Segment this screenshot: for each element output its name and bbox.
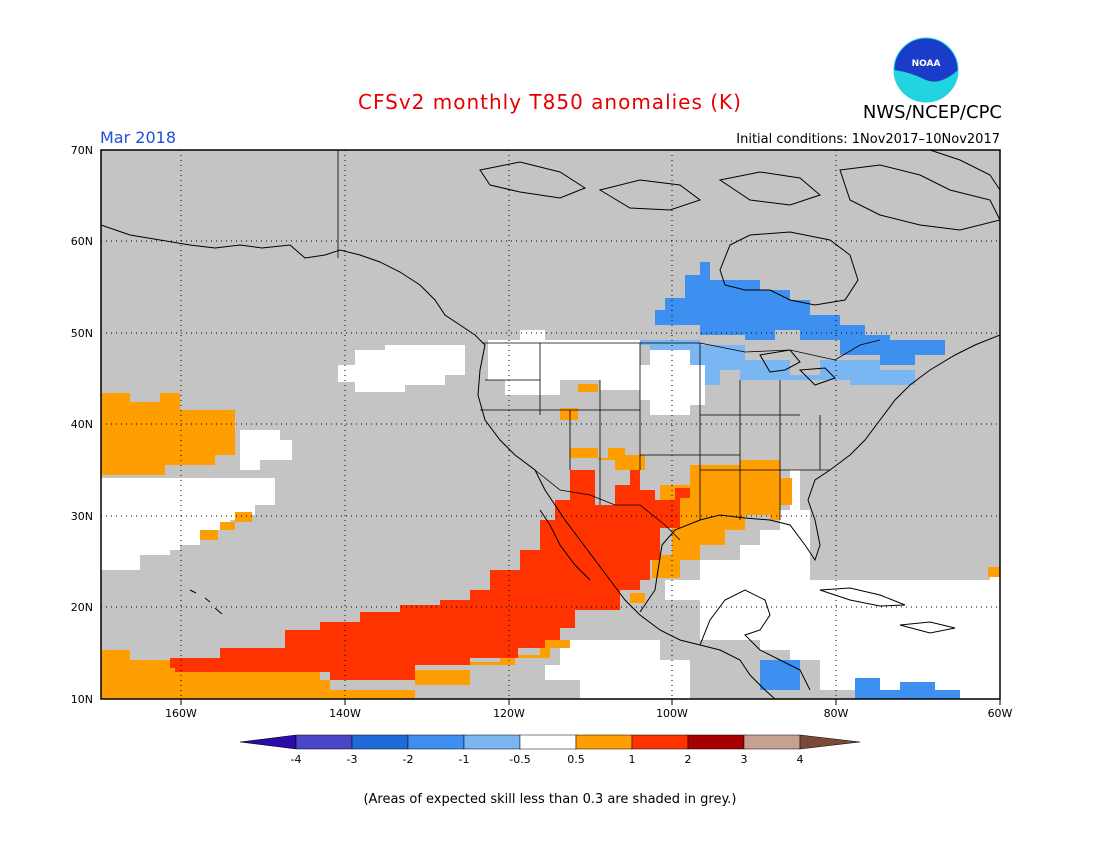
cool-anomaly-central-america — [760, 660, 800, 690]
colorbar-label-neg4: -4 — [291, 753, 302, 766]
neutral-region-northeast-pacific — [338, 345, 465, 392]
colorbar-swatch-neg2 — [351, 734, 409, 750]
neutral-region-pacific-2 — [101, 478, 275, 570]
neutral-region-northwest-us — [488, 330, 705, 415]
colorbar-swatch-neg3 — [295, 734, 353, 750]
strong-warm-anomaly-mexico — [170, 470, 690, 680]
map-frame — [100, 149, 1001, 700]
colorbar-swatch-pos2 — [687, 734, 745, 750]
chart-title: CFSv2 monthly T850 anomalies (K) — [358, 90, 742, 114]
lon-label-60w: 60W — [988, 707, 1013, 720]
lat-label-10n: 10N — [71, 693, 93, 706]
lon-label-80w: 80W — [824, 707, 849, 720]
initial-conditions: Initial conditions: 1Nov2017–10Nov2017 — [736, 132, 1000, 147]
colorbar-arrow-low — [239, 734, 297, 750]
colorbar-label-pos4: 4 — [797, 753, 804, 766]
colorbar-swatch-neg05 — [463, 734, 521, 750]
cool-anomaly-caribbean — [855, 678, 960, 699]
warm-anomaly-caribbean-edge — [988, 567, 1000, 577]
colorbar-label-neg3: -3 — [347, 753, 358, 766]
lat-label-60n: 60N — [71, 235, 93, 248]
longitude-axis: 160W 140W 120W 100W 80W 60W — [165, 699, 1013, 720]
noaa-logo-text: NOAA — [912, 59, 941, 69]
colorbar-swatch-pos05 — [575, 734, 633, 750]
forecast-period: Mar 2018 — [100, 128, 176, 147]
colorbar-label-neg1: -1 — [459, 753, 470, 766]
lat-label-40n: 40N — [71, 418, 93, 431]
lat-label-20n: 20N — [71, 601, 93, 614]
colorbar-label-neg2: -2 — [403, 753, 414, 766]
colorbar-label-neg05: -0.5 — [509, 753, 530, 766]
colorbar-swatch-neutral — [519, 734, 577, 750]
lon-label-160w: 160W — [165, 707, 197, 720]
colorbar-label-pos1: 1 — [629, 753, 636, 766]
neutral-region-gulf — [650, 510, 1000, 699]
lat-label-50n: 50N — [71, 327, 93, 340]
warm-anomaly-rockies — [560, 384, 598, 420]
colorbar-swatch-pos1 — [631, 734, 689, 750]
warm-anomaly-tropical-pacific — [101, 640, 570, 699]
lon-label-140w: 140W — [329, 707, 361, 720]
cool-anomaly-light-north-central — [640, 340, 915, 385]
colorbar: -4 -3 -2 -1 -0.5 0.5 1 2 3 4 — [239, 734, 861, 766]
colorbar-swatch-pos3 — [743, 734, 801, 750]
warm-anomaly-hawaii-west — [101, 393, 235, 475]
strong-warm-anomaly-central-pacific — [175, 660, 225, 668]
warm-anomaly-east-pacific — [630, 593, 645, 603]
cool-anomaly-canada — [655, 262, 945, 365]
colorbar-label-pos05: 0.5 — [567, 753, 585, 766]
colorbar-swatch-neg1 — [407, 734, 465, 750]
colorbar-arrow-high — [799, 734, 861, 750]
warm-anomaly-small-pacific — [200, 512, 252, 540]
lon-label-120w: 120W — [493, 707, 525, 720]
noaa-logo: NOAA — [893, 37, 959, 103]
colorbar-label-pos3: 3 — [741, 753, 748, 766]
lon-label-100w: 100W — [656, 707, 688, 720]
political-borders — [337, 150, 881, 541]
agency-label: NWS/NCEP/CPC — [862, 102, 1002, 123]
lat-label-30n: 30N — [71, 510, 93, 523]
coastlines — [101, 150, 1000, 699]
neutral-region-mexico-pacific — [545, 640, 690, 699]
latitude-axis: 70N 60N 50N 40N 30N 20N 10N — [71, 144, 93, 706]
anomaly-field — [101, 150, 1000, 699]
warm-anomaly-southwest-us — [570, 448, 645, 470]
skill-note: (Areas of expected skill less than 0.3 a… — [363, 792, 737, 807]
neutral-region-florida — [790, 470, 800, 510]
colorbar-label-pos2: 2 — [685, 753, 692, 766]
lat-label-70n: 70N — [71, 144, 93, 157]
